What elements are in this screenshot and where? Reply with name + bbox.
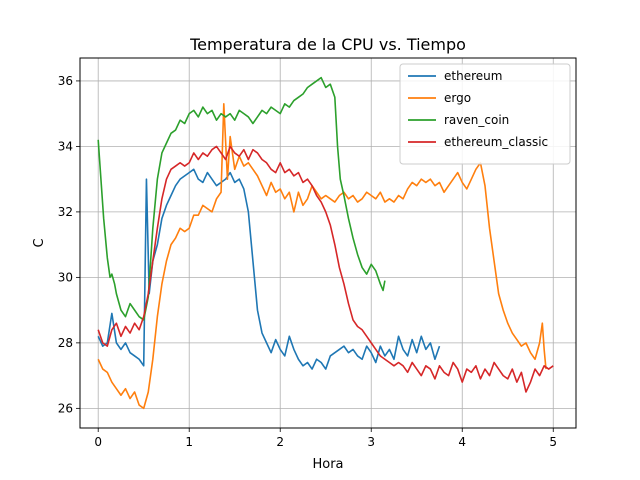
series-line-raven_coin <box>97 76 386 321</box>
plot-frame <box>79 57 577 429</box>
x-axis-label: Hora <box>312 457 343 472</box>
legend-label: ethereum <box>444 69 502 83</box>
legend-label: ethereum_classic <box>444 135 548 149</box>
y-tick-label: 28 <box>58 336 73 350</box>
y-tick-label: 30 <box>58 270 73 284</box>
x-tick-label: 4 <box>458 435 466 449</box>
y-tick-label: 34 <box>58 139 73 153</box>
x-tick-label: 2 <box>276 435 284 449</box>
y-tick-label: 26 <box>58 401 73 415</box>
x-tick-label: 3 <box>367 435 375 449</box>
y-tick-label: 36 <box>58 74 73 88</box>
legend-box <box>399 63 571 165</box>
y-tick-label: 32 <box>58 205 73 219</box>
legend-label: raven_coin <box>444 113 509 127</box>
chart-title: Temperatura de la CPU vs. Tiempo <box>189 35 466 54</box>
series-line-ethereum_classic <box>97 145 554 393</box>
x-tick-label: 0 <box>94 435 102 449</box>
y-axis-label: C <box>32 238 47 247</box>
series-line-ergo <box>97 103 547 410</box>
legend: ethereum ergo raven_coin ethereum_classic <box>399 63 571 165</box>
legend-label: ergo <box>444 91 471 105</box>
x-tick-label: 1 <box>185 435 193 449</box>
series-lines <box>97 76 554 410</box>
x-tick-label: 5 <box>549 435 557 449</box>
